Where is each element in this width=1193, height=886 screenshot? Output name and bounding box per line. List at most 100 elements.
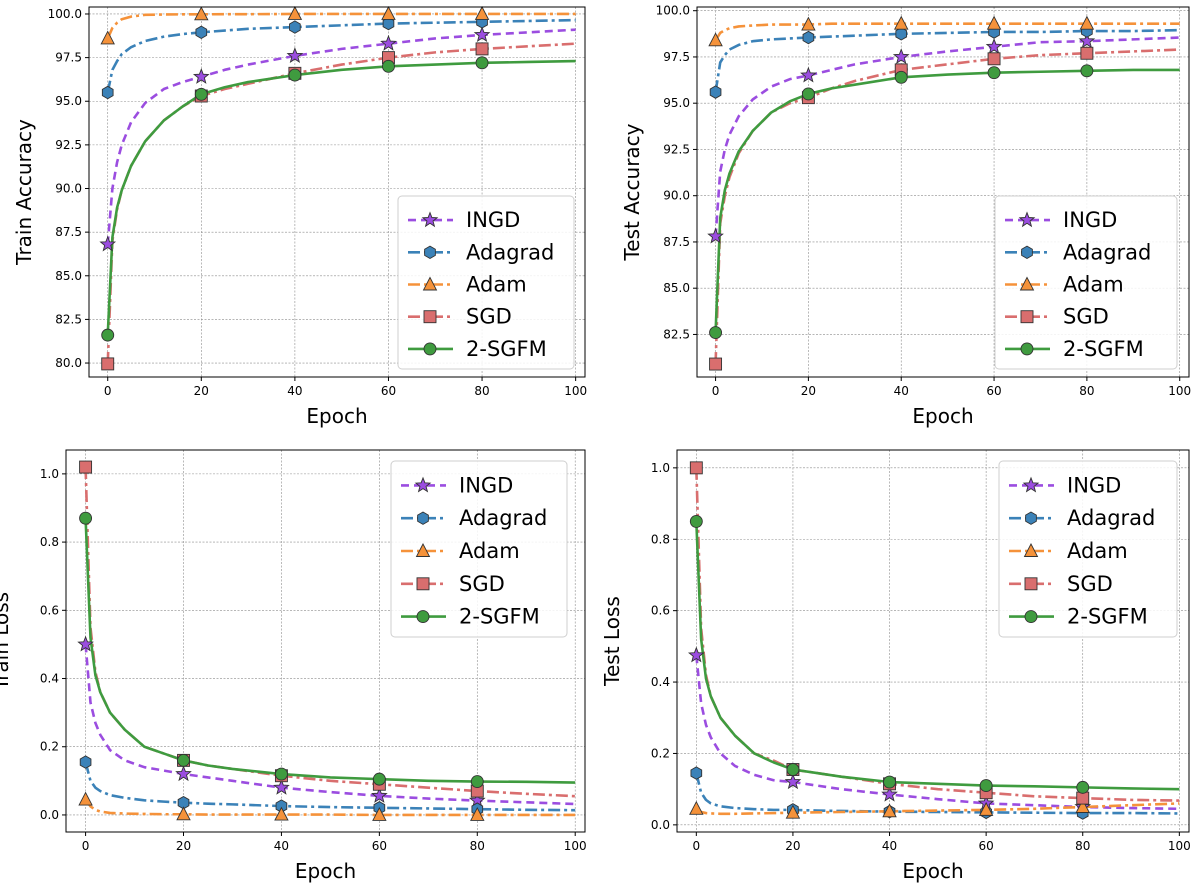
data-point-sgd xyxy=(1076,791,1090,805)
legend-marker-adagrad xyxy=(417,511,429,525)
y-tick-label: 0.8 xyxy=(40,535,59,549)
data-point-ingd xyxy=(800,66,817,83)
data-point-sgd xyxy=(79,460,93,474)
train-accuracy-chart: 0 20 40 60 80 100 80.0 82.5 85.0 87.5 90.0 92.5 95.0… xyxy=(12,6,587,428)
y-tick-label: 100.0 xyxy=(656,4,690,18)
data-point-2-sgfm xyxy=(372,772,386,786)
series-markers xyxy=(707,15,1096,371)
legend-marker-adam xyxy=(1019,276,1035,291)
data-point-adam xyxy=(470,806,485,821)
data-point-2-sgfm xyxy=(1080,64,1094,78)
plot-frame xyxy=(696,6,1190,378)
data-point-2-sgfm xyxy=(194,87,208,101)
data-point-adam xyxy=(785,804,801,819)
x-tick-label: 20 xyxy=(801,384,816,398)
y-tick-label: 100.0 xyxy=(48,7,82,21)
legend-marker-sgd xyxy=(1024,577,1038,591)
legend-entry: Adagrad xyxy=(459,506,547,530)
data-point-ingd xyxy=(380,34,397,51)
legend-entry: Adagrad xyxy=(466,240,554,264)
data-point-sgd xyxy=(987,52,1001,66)
data-point-2-sgfm xyxy=(101,328,115,342)
data-point-2-sgfm xyxy=(177,753,190,767)
series-line-ingd xyxy=(106,28,576,245)
series-lines xyxy=(695,467,1180,816)
legend-marker-ingd xyxy=(1022,476,1040,493)
x-tick-label: 100 xyxy=(1168,384,1191,398)
legend-marker-ingd xyxy=(1018,211,1036,228)
x-axis-label: Epoch xyxy=(306,404,367,428)
data-point-adam xyxy=(882,803,897,818)
data-point-adam xyxy=(986,15,1002,30)
y-tick-label: 95.0 xyxy=(663,96,690,110)
x-tick-label: 100 xyxy=(1168,839,1191,853)
x-tick-label: 60 xyxy=(986,384,1001,398)
y-tick-label: 85.0 xyxy=(663,281,690,295)
series-line-ingd xyxy=(714,36,1180,237)
data-point-ingd xyxy=(473,26,491,43)
legend-entry: INGD xyxy=(459,473,513,497)
y-tick-label: 92.5 xyxy=(55,138,82,152)
legend-entry: SGD xyxy=(459,572,505,596)
data-point-2-sgfm xyxy=(689,514,703,528)
data-point-adam xyxy=(274,806,289,821)
x-tick-label: 40 xyxy=(882,839,897,853)
y-tick-label: 0.2 xyxy=(651,746,670,760)
legend-entry: 2-SGFM xyxy=(1063,337,1144,361)
y-tick-label: 0.0 xyxy=(651,818,670,832)
data-point-adagrad xyxy=(195,25,208,40)
legend-marker-sgd xyxy=(416,577,430,591)
legend-entry: INGD xyxy=(1067,473,1121,497)
x-axis-label: Epoch xyxy=(902,859,963,883)
series-markers xyxy=(99,6,491,371)
data-point-adam xyxy=(801,16,816,31)
y-axis-label: Test Accuracy xyxy=(620,123,644,261)
legend-marker-adam xyxy=(415,543,431,557)
legend-marker-sgd xyxy=(423,310,437,324)
x-tick-label: 40 xyxy=(287,384,302,398)
x-tick-label: 60 xyxy=(381,384,396,398)
legend-marker-2-sgfm xyxy=(423,342,437,356)
legend: INGD Adagrad Adam SGD 2-SGFM xyxy=(397,195,575,370)
legend-entry: Adagrad xyxy=(1067,506,1155,530)
series-markers xyxy=(687,461,1092,820)
data-point-adam xyxy=(194,6,209,21)
legend-entry: Adam xyxy=(466,273,527,297)
data-point-sgd xyxy=(1080,46,1094,60)
test-loss-chart: 0 20 40 60 80 100 0.0 0.2 0.4 0.6 0.8 1.0 Epoch Test … xyxy=(600,449,1191,883)
data-point-adagrad xyxy=(101,85,114,100)
series-line-ingd xyxy=(695,655,1180,811)
x-tick-label: 0 xyxy=(82,839,90,853)
legend-entry: 2-SGFM xyxy=(1067,605,1148,629)
y-tick-label: 1.0 xyxy=(40,467,59,481)
data-point-adagrad xyxy=(802,30,815,45)
data-point-ingd xyxy=(687,646,705,663)
legend-marker-adam xyxy=(422,276,438,291)
y-tick-label: 80.0 xyxy=(55,356,82,370)
data-point-ingd xyxy=(371,787,388,803)
data-point-adam xyxy=(978,801,994,816)
x-tick-label: 80 xyxy=(470,839,485,853)
series-line-adagrad xyxy=(84,761,576,812)
legend-entry: 2-SGFM xyxy=(459,605,540,629)
data-point-adam xyxy=(287,6,303,20)
legend-entry: INGD xyxy=(1063,208,1117,232)
series-line-adagrad xyxy=(106,18,576,93)
data-point-ingd xyxy=(892,48,910,65)
data-point-adam xyxy=(893,15,909,30)
data-point-adam xyxy=(372,806,387,821)
y-tick-label: 0.6 xyxy=(651,604,670,618)
data-point-2-sgfm xyxy=(987,66,1001,80)
x-tick-label: 80 xyxy=(1075,839,1090,853)
data-point-ingd xyxy=(881,785,898,802)
data-point-adam xyxy=(1075,799,1090,813)
series-line-2-sgfm xyxy=(84,518,576,784)
data-point-2-sgfm xyxy=(470,775,484,788)
x-tick-label: 60 xyxy=(372,839,387,853)
data-point-2-sgfm xyxy=(79,511,93,525)
data-point-2-sgfm xyxy=(786,763,800,776)
legend: INGD Adagrad Adam SGD 2-SGFM xyxy=(390,460,568,638)
data-point-adagrad xyxy=(382,16,395,31)
data-point-adagrad xyxy=(79,755,92,769)
